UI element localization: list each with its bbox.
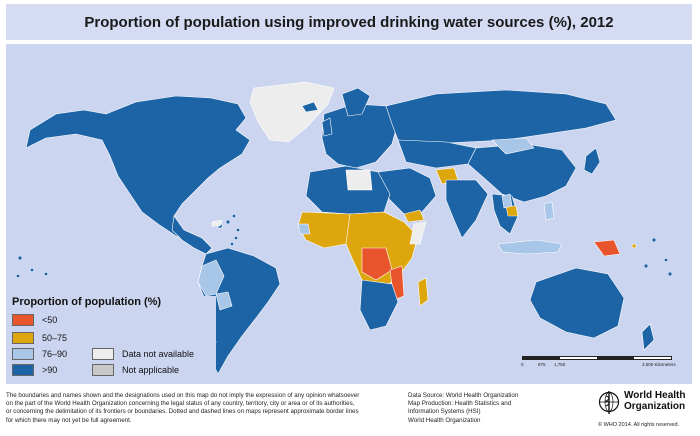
region-indonesia [497,239,563,255]
copyright: © WHO 2014. All rights reserved. [598,422,680,428]
pacific-island [663,257,669,263]
who-logo: World Health Organization © WHO 2014. Al… [598,388,694,432]
caribbean-island [225,219,231,225]
region-central-asia [397,139,477,169]
who-name-line1: World Health [624,390,686,401]
source-line: Data Source: World Health Organization [408,392,519,399]
legend-label: 76–90 [42,349,68,359]
source-line: Map Production: Health Statistics and [408,400,512,408]
pacific-island [15,273,21,279]
who-name: World Health Organization [624,390,685,412]
region-east-asia [467,143,577,203]
region-cambodia [505,205,519,217]
region-libya [345,169,373,191]
disclaimer: The boundaries and names shown and the d… [6,392,398,425]
pacific-island [667,271,673,277]
legend-item-not-applicable: Not applicable [92,364,179,376]
region-yemen [403,209,425,223]
caribbean-island [229,241,235,247]
map-title: Proportion of population using improved … [84,13,614,31]
scale-line [522,356,672,360]
pacific-island [29,267,35,273]
caribbean-island [235,227,241,233]
legend-item-50-75: 50–75 [12,332,67,344]
region-papua-new-guinea [593,239,621,257]
scale-bar: 0 875 1,750 3,500 Kilometers [521,356,682,376]
region-europe [321,103,399,169]
source-line: Information Systems (HSI) [408,408,481,416]
legend-swatch [92,364,114,376]
region-scandinavia [341,87,371,117]
region-laos [501,193,513,209]
disclaimer-line: The boundaries and names shown and the d… [6,392,360,399]
legend-label: >90 [42,365,58,375]
region-somalia [409,221,427,245]
map-canvas [15,81,673,375]
legend-item-lt50: <50 [12,314,57,326]
legend-label: 50–75 [42,333,68,343]
region-new-zealand [641,323,655,351]
disclaimer-line: for which there may not yet be full agre… [6,416,132,424]
caribbean-island [233,235,239,241]
region-congo-drc [361,247,393,281]
legend-label: Not applicable [122,365,180,375]
legend-swatch [92,348,114,360]
scale-tick-0: 0 [521,362,524,367]
pacific-island [631,243,637,249]
region-south-asia [445,179,489,239]
legend: Proportion of population (%) <50 50–75 7… [6,296,216,382]
legend-item-76-90: 76–90 [12,348,67,360]
region-southern-africa [359,279,399,331]
region-iceland [301,101,319,113]
disclaimer-line: or concerning the delimitation of its fr… [6,408,359,416]
scale-tick-3: 3,500 Kilometers [642,362,676,367]
region-japan [583,147,601,175]
legend-swatch [12,332,34,344]
legend-label: Data not available [122,349,195,359]
region-mongolia [491,137,535,155]
legend-item-data-not-available: Data not available [92,348,194,360]
legend-title: Proportion of population (%) [12,296,162,308]
region-haiti [211,219,223,227]
region-uk [321,117,333,137]
region-north-america [25,95,251,243]
region-russia [385,89,617,145]
scale-tick-2: 1,750 [554,362,566,367]
scale-tick-1: 875 [538,362,546,367]
region-senegal [297,223,311,235]
who-emblem-icon [598,391,620,414]
caribbean-island [231,213,237,219]
region-madagascar [417,277,429,307]
legend-swatch [12,364,34,376]
title-bar: Proportion of population using improved … [6,4,692,40]
region-greenland [249,81,335,143]
region-australia [529,267,625,339]
who-name-line2: Organization [624,401,686,412]
legend-swatch [12,314,34,326]
legend-label: <50 [42,315,58,325]
legend-item-gt90: >90 [12,364,57,376]
legend-swatch [12,348,34,360]
source-line: World Health Organization [408,416,481,424]
region-bolivia [215,291,233,311]
pacific-island [651,237,657,243]
region-central-america [171,215,213,255]
pacific-island [643,263,649,269]
region-philippines [543,201,555,221]
data-source: Data Source: World Health Organization M… [408,392,548,425]
pacific-island [17,255,23,261]
pacific-island [43,271,49,277]
disclaimer-line: on the part of the World Health Organiza… [6,400,355,408]
